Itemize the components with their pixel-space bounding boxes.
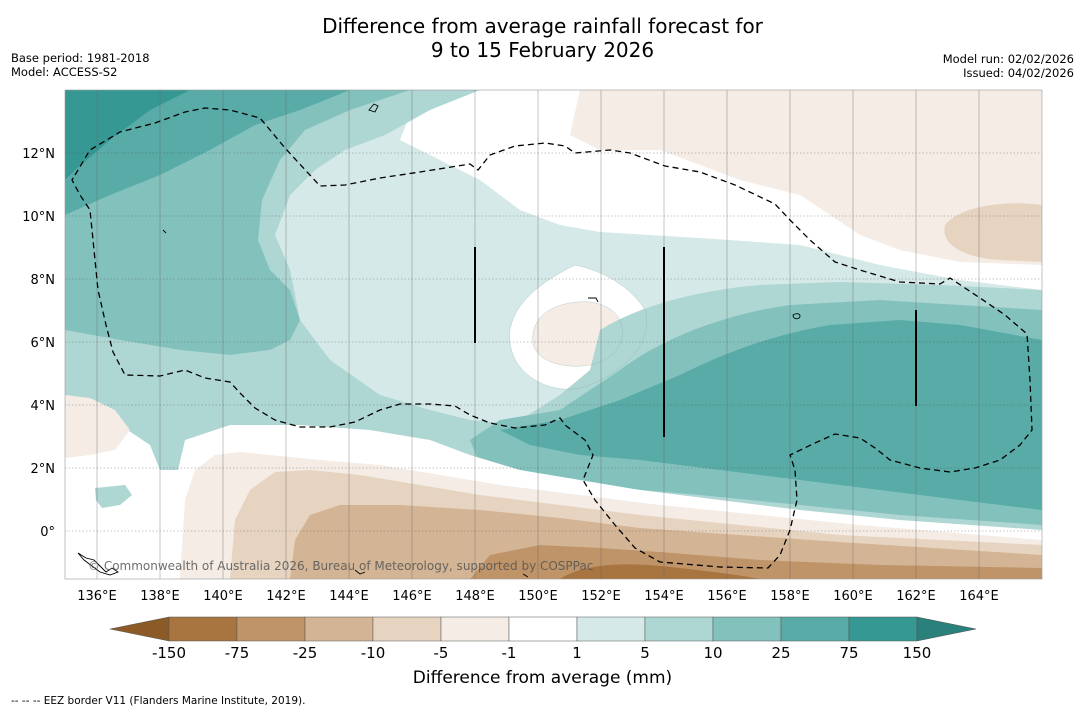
anomaly-zone-dry-patch-east [944,203,1042,262]
lat-label-4n: 4°N [31,399,56,414]
colorbar-swatch-4 [440,616,510,642]
colorbar-swatch-10 [848,616,918,642]
lon-label-148e: 148°E [455,589,495,604]
lon-label-158e: 158°E [770,589,810,604]
colorbar-label-75: 75 [839,644,859,662]
colorbar-swatch-5 [508,616,578,642]
colorbar-label-minus-25: -25 [292,644,318,662]
anomaly-zone-dry-patch-west [65,395,130,458]
colorbar-label-minus-5: -5 [433,644,449,662]
colorbar-label-10: 10 [703,644,723,662]
colorbar-swatch-8 [712,616,782,642]
colorbar-label-minus-10: -10 [360,644,386,662]
longitude-gridlines [96,90,980,579]
anomaly-band-25-75-west [65,90,350,215]
lon-label-160e: 160°E [833,589,873,604]
colorbar-swatch-2 [304,616,374,642]
eez-border-west [71,107,1033,569]
colorbar-swatch-6 [576,616,646,642]
lat-label-2n: 2°N [31,462,56,477]
model-name: Model: ACCESS-S2 [11,65,118,79]
colorbar-label-minus-150: -150 [151,644,187,662]
lat-label-6n: 6°N [31,336,56,351]
colorbar [109,616,977,642]
anomaly-zone-dry-strong-south [560,564,760,579]
lon-label-138e: 138°E [140,589,180,604]
eez-footnote: -- -- -- EEZ border V11 (Flanders Marine… [11,695,306,707]
lon-label-154e: 154°E [644,589,684,604]
lon-label-164e: 164°E [959,589,999,604]
meta-right: Model run: 02/02/2026 Issued: 04/02/2026 [943,52,1074,80]
colorbar-label-5: 5 [640,644,650,662]
colorbar-swatch-0 [168,616,238,642]
chart-title: Difference from average rainfall forecas… [0,14,1085,62]
islands [77,103,801,578]
colorbar-swatch-1 [236,616,306,642]
anomaly-band-25-75-east [500,320,1042,510]
lon-label-150e: 150°E [518,589,558,604]
anomaly-band-dry-10-25-south [290,505,1042,579]
model-run: Model run: 02/02/2026 [942,52,1074,66]
anomaly-zone-dry-northeast [570,90,1042,265]
colorbar-swatch-3 [372,616,442,642]
lat-label-8n: 8°N [31,273,56,288]
lat-label-0: 0° [40,525,55,540]
lon-label-144e: 144°E [329,589,369,604]
lon-label-152e: 152°E [581,589,621,604]
colorbar-label-150: 150 [902,644,932,662]
map-frame [64,89,1043,580]
colorbar-swatch-above-150 [916,616,977,642]
lon-label-146e: 146°E [392,589,432,604]
colorbar-swatch-9 [780,616,850,642]
lat-label-12n: 12°N [22,147,55,162]
anomaly-zone-wet-patch-southwest [95,485,132,508]
colorbar-title: Difference from average (mm) [412,668,673,688]
map-fill-layers: © Commonwealth of Australia 2026, Bureau… [65,90,1042,579]
meta-left: Base period: 1981-2018 Model: ACCESS-S2 [11,51,150,79]
latitude-labels: 12°N 10°N 8°N 6°N 4°N 2°N 0° [22,147,55,540]
data-gap-markers [474,247,917,437]
lon-label-142e: 142°E [266,589,306,604]
longitude-labels: 136°E 138°E 140°E 142°E 144°E 146°E 148°… [77,589,999,604]
anomaly-band-5-10-southwest [65,330,440,435]
lon-label-156e: 156°E [707,589,747,604]
lon-label-140e: 140°E [203,589,243,604]
colorbar-swatch-7 [644,616,714,642]
colorbar-label-25: 25 [771,644,791,662]
lat-label-10n: 10°N [22,210,55,225]
base-period: Base period: 1981-2018 [11,51,150,65]
colorbar-swatch-below-150 [109,616,170,642]
issued-date: Issued: 04/02/2026 [963,66,1074,80]
lon-label-136e: 136°E [77,589,117,604]
title-line-1: Difference from average rainfall forecas… [322,14,763,38]
anomaly-band-75-150-west [65,90,190,180]
colorbar-label-minus-1: -1 [501,644,517,662]
lon-label-162e: 162°E [896,589,936,604]
title-line-2: 9 to 15 February 2026 [430,38,655,62]
colorbar-label-1: 1 [572,644,582,662]
copyright-text: © Commonwealth of Australia 2026, Bureau… [88,559,593,573]
colorbar-label-minus-75: -75 [224,644,250,662]
